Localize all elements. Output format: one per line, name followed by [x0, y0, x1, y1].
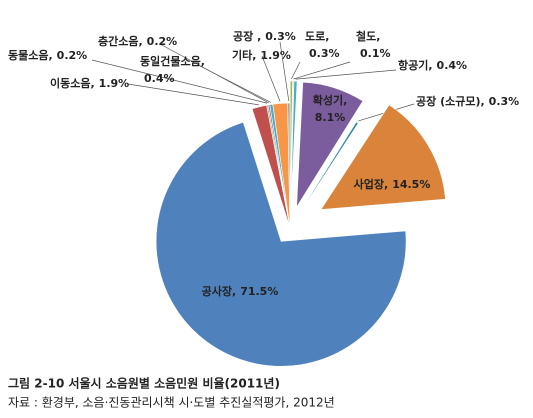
value-label: 8.1%	[315, 111, 346, 124]
value-label: 1.9%	[260, 49, 291, 62]
category-text: 기타,	[232, 48, 256, 62]
slice-label: 공사장, 71.5%	[202, 284, 279, 298]
leader-line	[199, 65, 272, 103]
leader-line	[279, 41, 290, 102]
chart-title: 그림 2-10 서울시 소음원별 소음민원 비율(2011년)	[8, 376, 280, 391]
leader-line	[293, 61, 351, 80]
pie-slice	[155, 121, 407, 367]
value-label: 0.4%	[144, 72, 175, 85]
leader-line	[91, 59, 268, 104]
category-text: 이동소음,	[50, 76, 95, 90]
pie-slice	[320, 104, 446, 210]
pie-slice	[290, 80, 298, 207]
slice-label: 사업장, 14.5%	[354, 177, 431, 191]
pie-slice	[287, 102, 291, 229]
category-text: 동물소음,	[8, 49, 53, 62]
slice-label: 항공기, 0.4%	[398, 58, 467, 72]
value-label: 0.2%	[57, 49, 88, 62]
category-text: 공장 ,	[233, 29, 261, 43]
slice-label: 동물소음, 0.2%	[8, 49, 87, 62]
leader-line	[127, 83, 259, 106]
slice-label: 철도,	[356, 29, 380, 43]
value-label: 14.5%	[392, 178, 430, 191]
slice-label: 공장 (소규모), 0.3%	[416, 94, 519, 108]
value-label: 0.2%	[147, 35, 178, 48]
category-text: 사업장,	[354, 177, 389, 191]
value-label: 0.3%	[265, 30, 296, 43]
category-text: 공사장,	[202, 284, 237, 298]
category-text: 항공기,	[398, 58, 433, 72]
slice-label: 동일건물소음,	[140, 54, 205, 68]
slice-label: 기타, 1.9%	[232, 48, 291, 62]
category-text: 층간소음,	[98, 34, 143, 48]
pie-slice	[289, 121, 359, 229]
value-label: 0.4%	[437, 59, 468, 72]
chart-source: 자료 : 환경부, 소음·진동관리시책 시·도별 추진실적평가, 2012년	[8, 395, 335, 410]
value-label: 0.1%	[360, 47, 391, 60]
slice-label: 도로,	[305, 30, 329, 43]
pie-slice	[290, 80, 294, 207]
leader-line	[295, 69, 397, 80]
leader-line	[291, 61, 301, 80]
slice-label: 공장 , 0.3%	[233, 29, 296, 43]
slice-label: 확성기,	[313, 93, 348, 107]
value-label: 1.9%	[99, 77, 130, 90]
value-label: 71.5%	[240, 285, 278, 298]
slice-label: 이동소음, 1.9%	[50, 76, 129, 90]
slice-label: 층간소음, 0.2%	[98, 34, 177, 48]
pie-slice	[296, 81, 364, 209]
value-label: 0.3%	[489, 95, 520, 108]
value-label: 0.3%	[309, 47, 340, 60]
leader-line	[261, 55, 281, 102]
category-text: 공장 (소규모),	[416, 94, 485, 108]
